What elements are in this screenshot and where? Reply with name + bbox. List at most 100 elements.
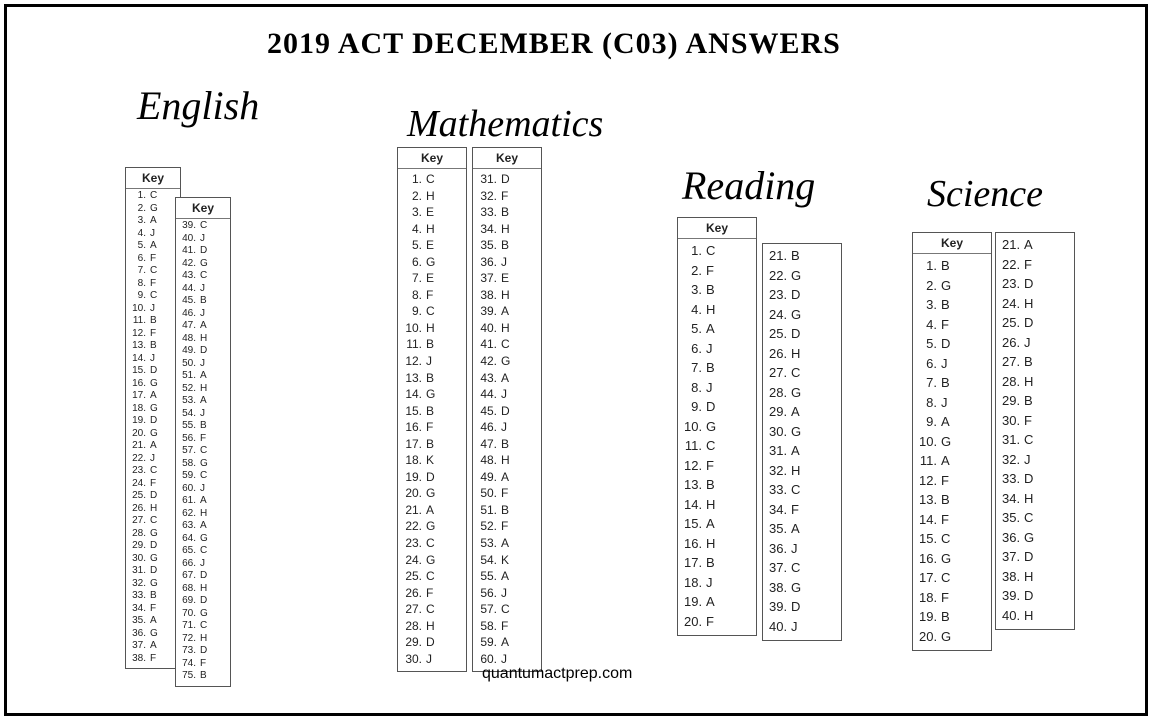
answer-number: 62. <box>180 508 200 521</box>
answer-row: 31.A <box>769 441 835 461</box>
answer-number: 22. <box>130 453 150 466</box>
answer-letter: C <box>501 601 515 618</box>
answer-number: 57. <box>180 445 200 458</box>
answer-row: 12.F <box>130 328 176 341</box>
answer-letter: C <box>200 220 214 233</box>
answer-number: 25. <box>404 568 426 585</box>
math-key-col2: Key 31.D32.F33.B34.H35.B36.J37.E38.H39.A… <box>472 147 542 672</box>
answer-letter: D <box>501 403 515 420</box>
answer-letter: B <box>1024 352 1038 372</box>
answer-letter: B <box>426 370 440 387</box>
answer-number: 19. <box>130 415 150 428</box>
answer-row: 37.D <box>1002 547 1068 567</box>
answer-row: 3.E <box>404 204 460 221</box>
answer-number: 10. <box>404 320 426 337</box>
answer-number: 29. <box>769 402 791 422</box>
answer-letter: B <box>426 436 440 453</box>
answer-row: 62.H <box>180 508 226 521</box>
answer-row: 29.D <box>404 634 460 651</box>
answer-number: 37. <box>1002 547 1024 567</box>
answer-letter: D <box>1024 274 1038 294</box>
answer-number: 23. <box>130 465 150 478</box>
answer-number: 60. <box>180 483 200 496</box>
answer-letter: A <box>791 441 805 461</box>
answer-row: 39.D <box>1002 586 1068 606</box>
answer-letter: A <box>150 440 164 453</box>
answer-row: 5.A <box>130 240 176 253</box>
answer-number: 19. <box>919 607 941 627</box>
answer-letter: F <box>150 328 164 341</box>
answer-row: 38.H <box>479 287 535 304</box>
answer-number: 15. <box>404 403 426 420</box>
answer-row: 72.H <box>180 633 226 646</box>
answer-row: 25.C <box>404 568 460 585</box>
answer-row: 51.A <box>180 370 226 383</box>
answer-number: 34. <box>1002 489 1024 509</box>
answer-letter: J <box>150 453 164 466</box>
answer-letter: B <box>791 246 805 266</box>
answer-letter: G <box>150 428 164 441</box>
answer-row: 65.C <box>180 545 226 558</box>
answer-row: 23.C <box>130 465 176 478</box>
answer-row: 48.H <box>479 452 535 469</box>
answer-row: 29.D <box>130 540 176 553</box>
answer-row: 49.D <box>180 345 226 358</box>
answer-row: 49.A <box>479 469 535 486</box>
answer-number: 54. <box>479 552 501 569</box>
answer-number: 14. <box>404 386 426 403</box>
answer-number: 28. <box>130 528 150 541</box>
answer-row: 19.D <box>404 469 460 486</box>
answer-row: 30.F <box>1002 411 1068 431</box>
answer-row: 5.D <box>919 334 985 354</box>
answer-letter: B <box>706 475 720 495</box>
page-title: 2019 ACT DECEMBER (C03) ANSWERS <box>267 27 841 61</box>
answer-row: 33.B <box>130 590 176 603</box>
answer-letter: G <box>426 386 440 403</box>
answer-row: 39.A <box>479 303 535 320</box>
answer-number: 30. <box>404 651 426 668</box>
answer-row: 26.J <box>1002 333 1068 353</box>
answer-row: 33.D <box>1002 469 1068 489</box>
answer-letter: G <box>791 578 805 598</box>
answer-row: 2.G <box>130 203 176 216</box>
answer-row: 4.H <box>404 221 460 238</box>
answer-number: 24. <box>769 305 791 325</box>
answer-number: 32. <box>479 188 501 205</box>
answer-row: 9.C <box>130 290 176 303</box>
answer-number: 14. <box>684 495 706 515</box>
answer-number: 5. <box>684 319 706 339</box>
answer-letter: G <box>501 353 515 370</box>
answer-row: 75.B <box>180 670 226 683</box>
answer-number: 18. <box>684 573 706 593</box>
answer-row: 20.G <box>919 627 985 647</box>
answer-number: 25. <box>1002 313 1024 333</box>
answer-row: 29.A <box>769 402 835 422</box>
answer-number: 44. <box>180 283 200 296</box>
answer-row: 27.C <box>404 601 460 618</box>
answer-row: 19.A <box>684 592 750 612</box>
answer-row: 37.C <box>769 558 835 578</box>
answer-number: 72. <box>180 633 200 646</box>
answer-number: 4. <box>130 228 150 241</box>
key-header: Key <box>398 148 466 169</box>
answer-row: 26.F <box>404 585 460 602</box>
answer-letter: D <box>941 334 955 354</box>
english-key-col2: Key 39.C40.J41.D42.G43.C44.J45.B46.J47.A… <box>175 197 231 687</box>
answer-number: 9. <box>919 412 941 432</box>
answer-number: 47. <box>180 320 200 333</box>
answer-letter: B <box>941 607 955 627</box>
answer-number: 49. <box>180 345 200 358</box>
answer-letter: H <box>501 320 515 337</box>
answer-row: 13.B <box>919 490 985 510</box>
answer-letter: C <box>200 620 214 633</box>
answer-number: 20. <box>404 485 426 502</box>
answer-number: 11. <box>404 336 426 353</box>
answer-row: 44.J <box>180 283 226 296</box>
answer-number: 16. <box>919 549 941 569</box>
answer-number: 35. <box>769 519 791 539</box>
answer-letter: H <box>706 495 720 515</box>
answer-letter: C <box>150 190 164 203</box>
answer-number: 57. <box>479 601 501 618</box>
answer-number: 58. <box>180 458 200 471</box>
answer-row: 22.F <box>1002 255 1068 275</box>
